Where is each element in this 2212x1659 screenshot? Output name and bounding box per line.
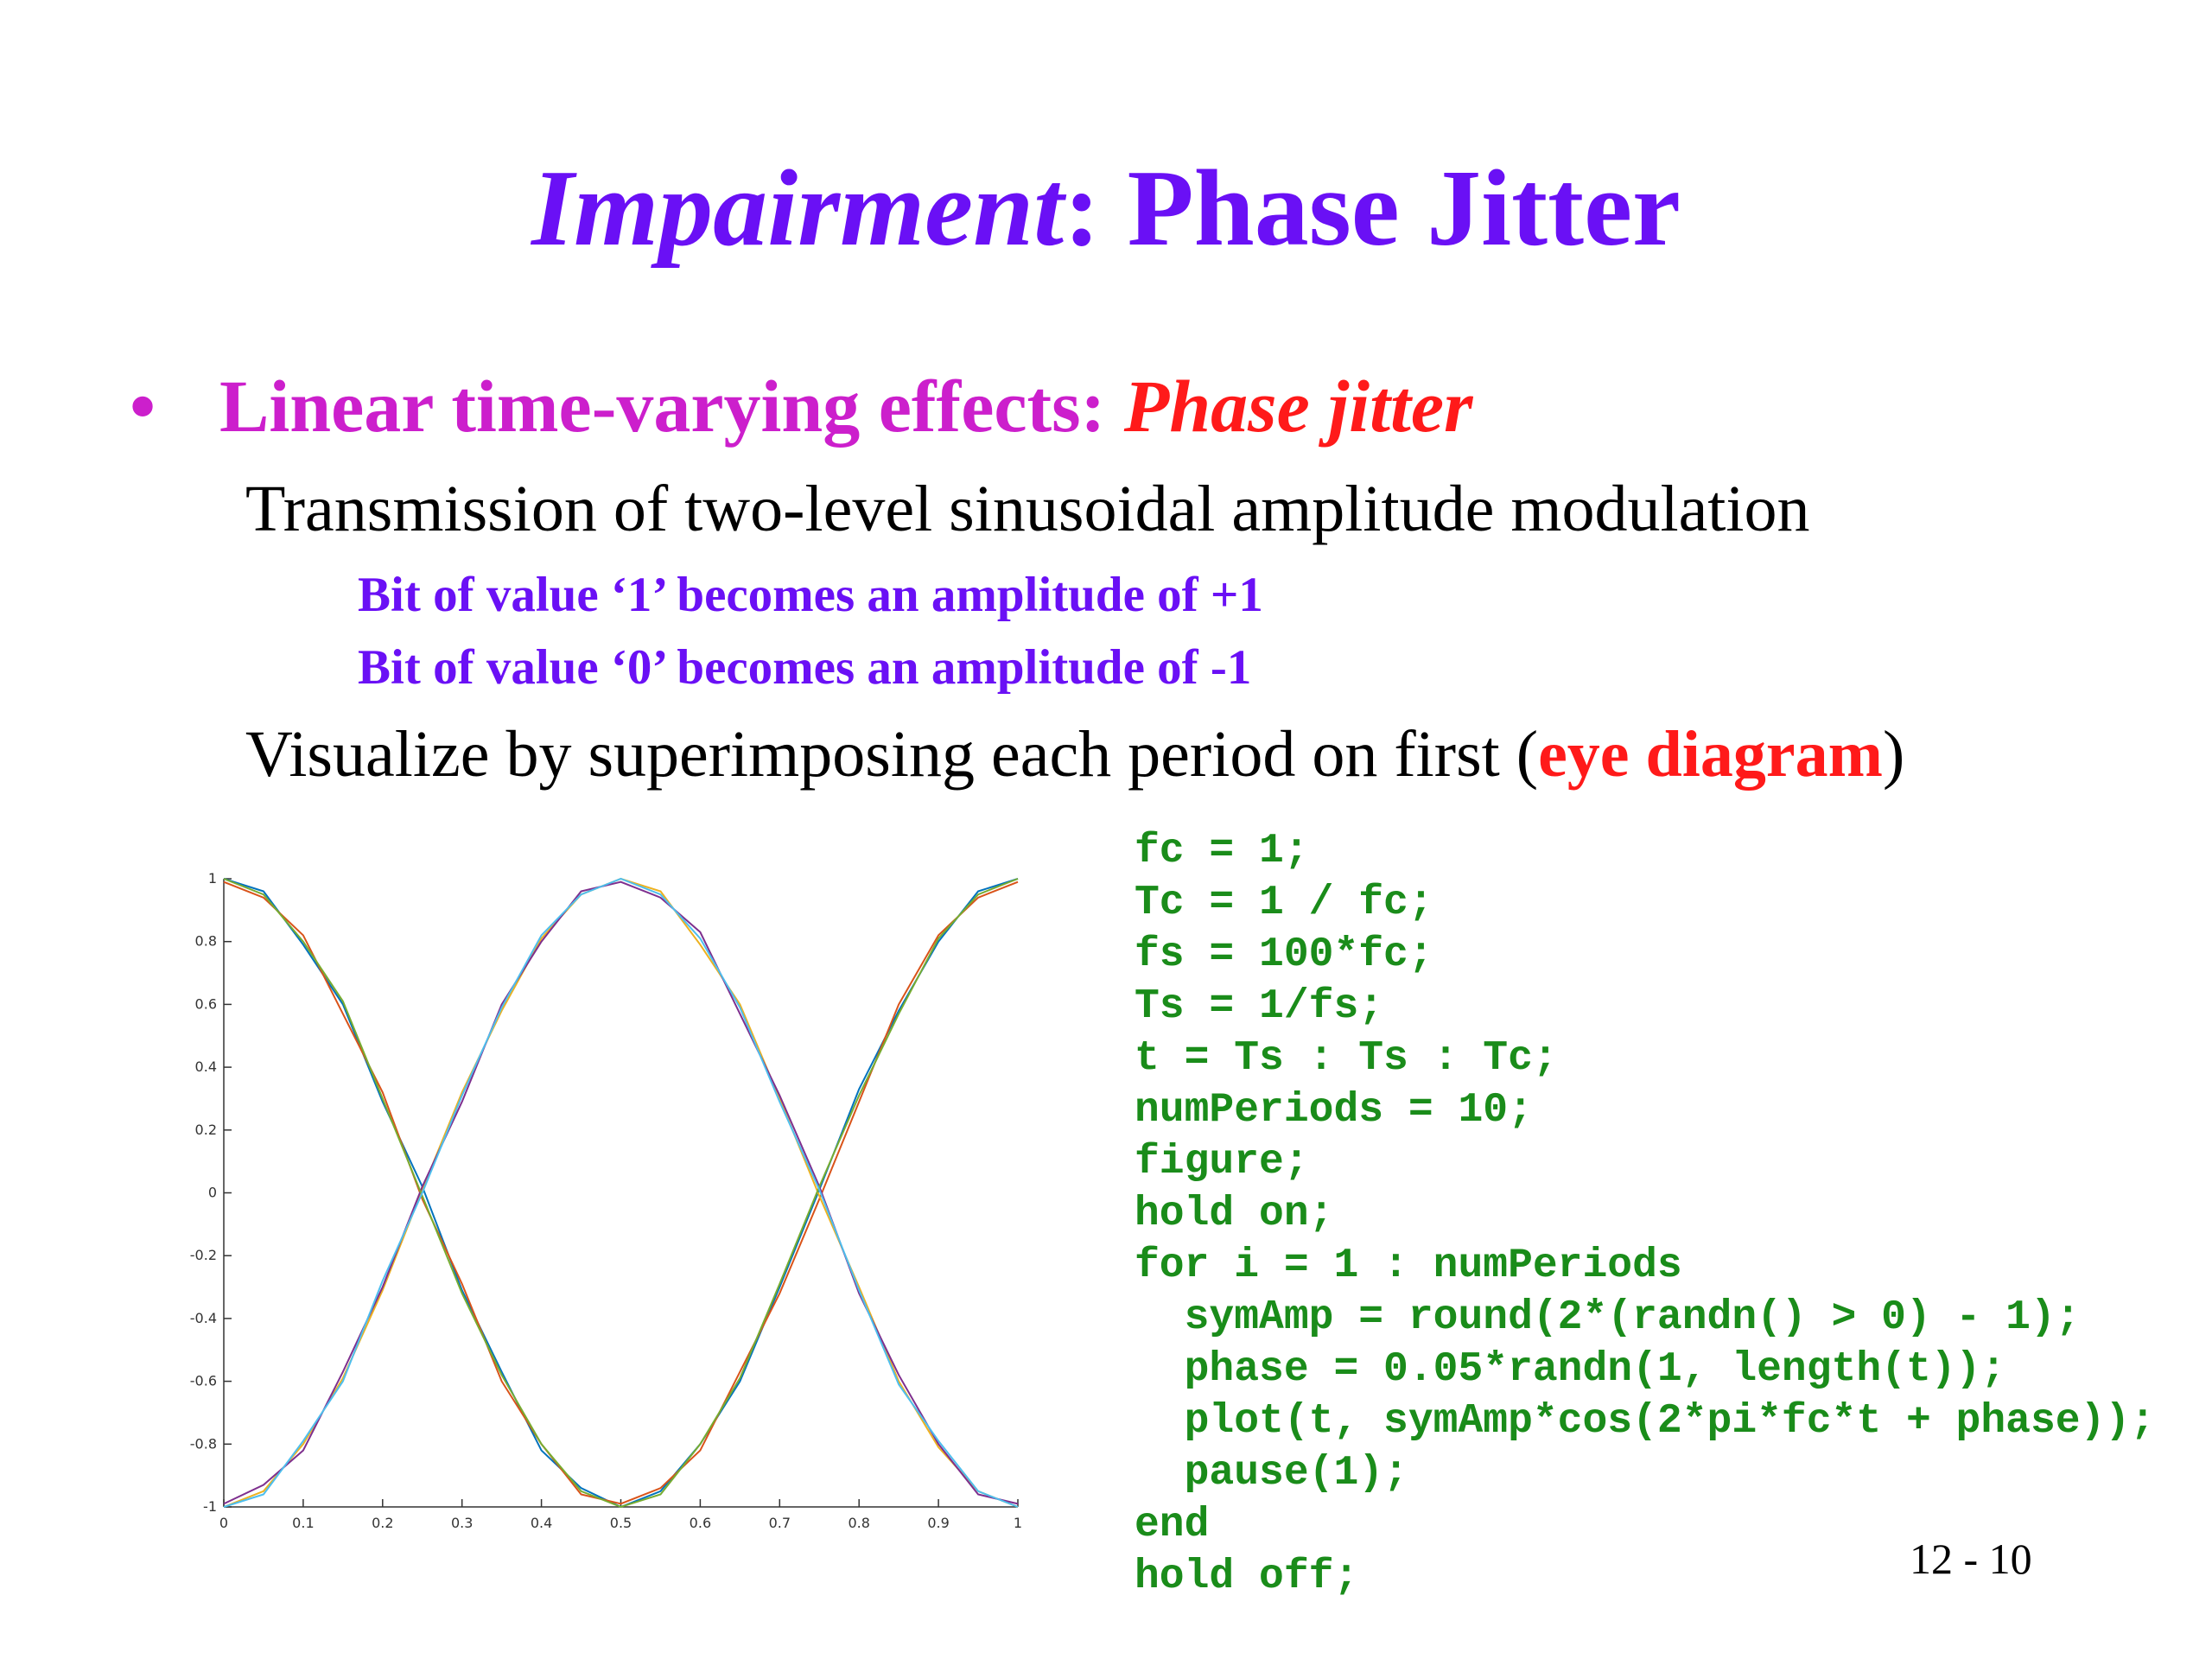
y-tick-label: -0.4 — [190, 1310, 217, 1326]
eye-diagram: -1 -0.8 -0.6 -0.4 -0.2 0 0.2 0.4 0.6 0.8 1 0 0.1 0.2 0… — [190, 870, 1022, 1531]
code-line: Tc = 1 / fc; — [1135, 880, 1433, 926]
y-tick-label: -0.6 — [190, 1373, 217, 1389]
y-tick-label: -0.2 — [190, 1247, 217, 1263]
code-line: symAmp = round(2*(randn() > 0) - 1); — [1135, 1294, 2081, 1341]
x-tick-label: 0.7 — [769, 1515, 791, 1531]
x-tick-label: 1 — [1014, 1515, 1022, 1531]
y-tick-label: 0.8 — [195, 933, 217, 950]
series-line — [223, 878, 1019, 1509]
y-tick-label: -1 — [203, 1498, 217, 1515]
title-rest: : Phase Jitter — [1064, 149, 1681, 269]
y-tick-label: 0.4 — [195, 1058, 217, 1075]
code-line: fs = 100*fc; — [1135, 931, 1433, 978]
code-line: hold on; — [1135, 1191, 1334, 1237]
bullet-marker: • — [130, 365, 156, 448]
series-line — [223, 877, 1019, 1508]
code-block: fc = 1; Tc = 1 / fc; fs = 100*fc; Ts = 1/fs… — [1135, 825, 2155, 1603]
code-line: fc = 1; — [1135, 828, 1309, 874]
series-line — [223, 877, 1019, 1508]
x-tick-label: 0.6 — [690, 1515, 711, 1531]
code-line: plot(t, symAmp*cos(2*pi*fc*t + phase)); — [1135, 1398, 2155, 1445]
x-tick-label: 0.4 — [531, 1515, 552, 1531]
code-line: for i = 1 : numPeriods — [1135, 1243, 1682, 1289]
x-tick-label: 0.1 — [292, 1515, 314, 1531]
y-tick-label: 1 — [208, 870, 217, 887]
x-tick-label: 0 — [219, 1515, 228, 1531]
bullet-text: Linear time-varying effects: — [219, 365, 1124, 448]
y-tick-label: -0.8 — [190, 1435, 217, 1452]
series-line — [223, 880, 1019, 1505]
code-line: numPeriods = 10; — [1135, 1087, 1533, 1134]
x-tick-label: 0.5 — [610, 1515, 632, 1531]
y-tick-label: 0.6 — [195, 995, 217, 1012]
text-line: Visualize by superimposing each period o… — [245, 717, 1904, 792]
bullet: • Linear time-varying effects: Phase jitt… — [130, 363, 1473, 449]
slide-title: Impairment: Phase Jitter — [0, 147, 2212, 271]
code-line: end — [1135, 1502, 1210, 1548]
page-number: 12 - 10 — [1910, 1535, 2032, 1583]
emphasis: eye diagram — [1538, 718, 1883, 791]
x-tick-label: 0.3 — [451, 1515, 473, 1531]
code-line: figure; — [1135, 1139, 1309, 1185]
code-line: Ts = 1/fs; — [1135, 983, 1384, 1030]
sub-line: Bit of value ‘0’ becomes an amplitude of… — [358, 640, 1252, 695]
y-tick-label: 0 — [208, 1185, 217, 1201]
x-tick-label: 0.2 — [372, 1515, 393, 1531]
bullet-emphasis: Phase jitter — [1123, 365, 1473, 448]
series-line — [223, 878, 1019, 1509]
sub-line: Bit of value ‘1’ becomes an amplitude of… — [358, 568, 1263, 622]
text: Visualize by superimposing each period o… — [245, 718, 1539, 791]
code-line: pause(1); — [1135, 1450, 1408, 1497]
y-tick-label: 0.2 — [195, 1122, 217, 1138]
x-tick-label: 0.8 — [848, 1515, 869, 1531]
x-tick-label: 0.9 — [927, 1515, 949, 1531]
text-line: Transmission of two-level sinusoidal amp… — [245, 473, 1810, 545]
series-line — [223, 880, 1019, 1505]
text: ) — [1882, 718, 1905, 791]
code-line: hold off; — [1135, 1554, 1359, 1600]
code-line: phase = 0.05*randn(1, length(t)); — [1135, 1346, 2006, 1393]
code-line: t = Ts : Ts : Tc; — [1135, 1035, 1558, 1082]
title-italic: Impairment — [531, 149, 1065, 269]
